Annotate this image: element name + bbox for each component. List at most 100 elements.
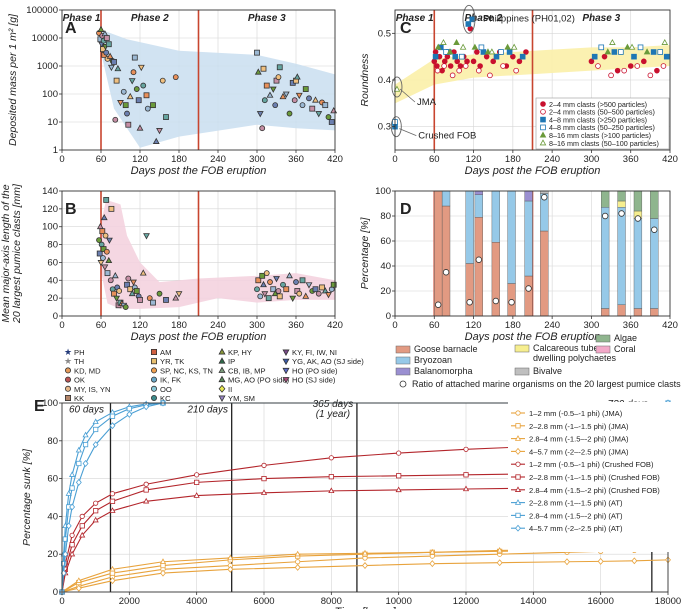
data-point-B xyxy=(321,287,329,294)
data-point-A xyxy=(260,65,267,72)
legend-entry-B: II xyxy=(228,385,232,394)
data-point-E xyxy=(194,472,200,478)
legend-marker-E xyxy=(515,423,521,429)
data-point-E xyxy=(143,481,149,487)
panel-label-E: E xyxy=(34,398,45,415)
data-point-A xyxy=(131,54,138,61)
bar-segment-D xyxy=(491,242,500,317)
data-point-B xyxy=(263,270,270,277)
legend-swatch-D xyxy=(395,345,411,354)
data-point-B xyxy=(108,205,115,212)
data-point-A xyxy=(328,119,335,125)
legend-entry-D-line1: Calcareous tube- xyxy=(533,343,602,353)
x-tick-label-A: 300 xyxy=(249,154,265,165)
data-point-E xyxy=(109,413,116,419)
data-point-C xyxy=(432,49,439,55)
legend-marker-B xyxy=(282,358,290,366)
y-tick-label-B: 120 xyxy=(42,204,58,215)
data-point-B xyxy=(254,286,260,293)
legend-marker-B xyxy=(282,349,290,356)
y-tick-label-D: 80 xyxy=(380,211,391,222)
data-point-A xyxy=(112,116,119,123)
y-axis-label-B: Mean major-axis length of the20 largest … xyxy=(0,183,23,324)
legend-marker-B xyxy=(218,366,226,373)
data-point-E xyxy=(126,406,132,412)
legend-entry-D: Coral xyxy=(614,344,636,354)
data-point-C xyxy=(483,53,490,60)
data-point-E xyxy=(564,558,570,566)
legend-marker-B xyxy=(282,367,290,375)
data-point-C xyxy=(614,67,621,74)
annotation-label-C: Crushed FOB xyxy=(418,131,476,142)
ratio-point-D xyxy=(634,215,642,222)
data-point-C xyxy=(601,53,608,60)
y-tick-label-C: 0.5 xyxy=(378,28,391,39)
bar-segment-D xyxy=(465,190,474,264)
x-tick-label-B: 240 xyxy=(210,320,226,331)
x-axis-label-A: Days post the FOB eruption xyxy=(131,165,267,177)
x-tick-label-B: 60 xyxy=(96,320,107,331)
data-point-A xyxy=(302,86,309,92)
bar-segment-D xyxy=(491,190,500,243)
y-tick-label-B: 140 xyxy=(42,186,58,197)
legend-marker-B xyxy=(65,376,72,383)
y-tick-label-B: 100 xyxy=(42,222,58,233)
data-point-B xyxy=(299,277,306,284)
data-point-C xyxy=(604,48,612,55)
x-tick-label-A: 420 xyxy=(327,154,343,165)
data-point-E xyxy=(69,542,75,548)
x-tick-label-D: 180 xyxy=(505,320,521,331)
bar-segment-D xyxy=(650,190,659,219)
ratio-point-D xyxy=(442,269,450,276)
legend-marker-C xyxy=(540,116,546,123)
data-point-E xyxy=(261,475,267,482)
legend-marker-E xyxy=(515,512,521,519)
data-point-E xyxy=(93,508,99,514)
legend-marker-C xyxy=(540,101,546,107)
y-axis-label-B-line1: Mean major-axis length of the xyxy=(0,184,12,322)
data-point-E xyxy=(429,548,436,555)
y-tick-label-B: 0 xyxy=(53,311,58,322)
x-tick-label-D: 0 xyxy=(392,320,397,331)
data-point-B xyxy=(143,233,150,240)
data-point-C xyxy=(661,38,669,45)
y-axis-label-B-line2: 20 largest pumice clasts [mm] xyxy=(11,183,23,324)
legend-ratio-label-D: Ratio of attached marine organisms on th… xyxy=(412,379,681,389)
data-point-E xyxy=(109,422,116,430)
data-point-C xyxy=(484,48,492,55)
legend-marker-E xyxy=(515,461,521,467)
data-point-A xyxy=(113,77,120,84)
legend-marker-E xyxy=(515,447,521,455)
data-point-C xyxy=(650,49,657,55)
data-point-C xyxy=(434,43,442,50)
data-point-B xyxy=(150,299,156,306)
legend-entry-D: Balanomorpha xyxy=(414,366,473,376)
data-point-B xyxy=(107,277,114,284)
legend-entry-B: SP, NC, KS, TN xyxy=(160,366,213,375)
data-point-A xyxy=(272,102,279,109)
ratio-point-D xyxy=(618,210,625,217)
y-tick-label-A: 10 xyxy=(47,117,58,128)
data-point-C xyxy=(393,85,401,92)
data-point-E xyxy=(396,473,402,479)
data-point-B xyxy=(259,272,266,279)
x-axis-label-E: Time [hours] xyxy=(334,606,396,609)
legend-entry-E: 2.8–4 mm (-1.5–-2 phi) (Crushed FOB) xyxy=(529,486,660,495)
x-tick-label-E: 8000 xyxy=(321,596,342,607)
data-point-B xyxy=(146,295,153,302)
data-point-A xyxy=(263,82,270,89)
data-point-A xyxy=(312,96,319,103)
data-point-B xyxy=(260,280,267,288)
data-point-A xyxy=(143,92,150,99)
x-tick-label-C: 300 xyxy=(583,154,599,165)
data-point-C xyxy=(591,53,598,60)
y-tick-label-E: 20 xyxy=(47,549,58,560)
phase-label: Phase 2 xyxy=(131,13,169,24)
data-point-A xyxy=(124,110,130,117)
x-tick-label-E: 0 xyxy=(59,596,64,607)
legend-box-E xyxy=(508,402,684,552)
legend-marker-E xyxy=(515,474,521,480)
y-tick-label-E: 80 xyxy=(47,436,58,447)
data-point-B xyxy=(319,284,325,291)
data-point-C xyxy=(624,43,631,50)
